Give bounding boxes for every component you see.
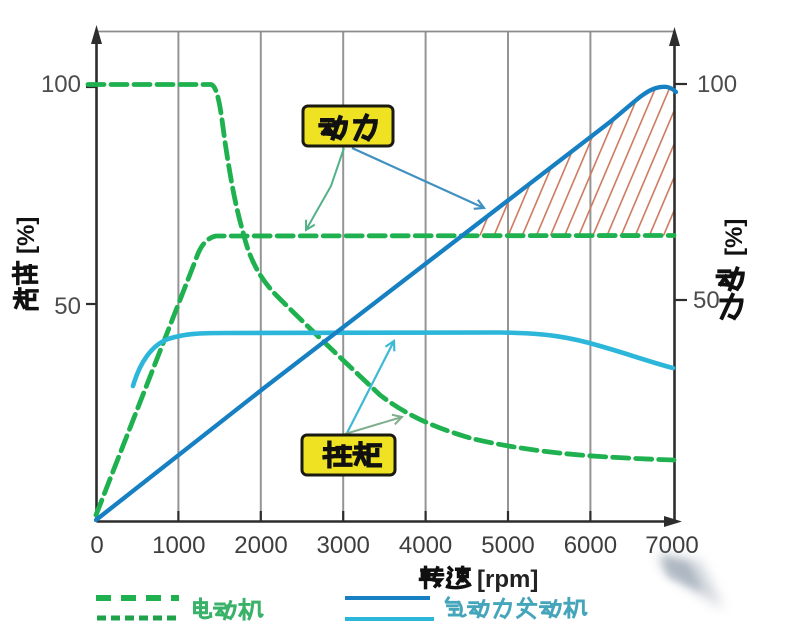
svg-text:7000: 7000 — [645, 532, 698, 559]
svg-text:[%]: [%] — [721, 219, 748, 256]
svg-text:2000: 2000 — [234, 532, 287, 559]
svg-text:100: 100 — [697, 71, 737, 98]
svg-text:50: 50 — [54, 293, 81, 320]
svg-text:3000: 3000 — [317, 532, 370, 559]
svg-text:1000: 1000 — [152, 532, 205, 559]
svg-text:0: 0 — [90, 532, 103, 559]
svg-text:[%]: [%] — [13, 217, 40, 254]
svg-text:50: 50 — [693, 287, 720, 314]
svg-text:[rpm]: [rpm] — [477, 566, 538, 593]
svg-text:100: 100 — [41, 71, 81, 98]
svg-text:4000: 4000 — [399, 532, 452, 559]
svg-text:5000: 5000 — [481, 532, 534, 559]
svg-text:6000: 6000 — [564, 532, 617, 559]
